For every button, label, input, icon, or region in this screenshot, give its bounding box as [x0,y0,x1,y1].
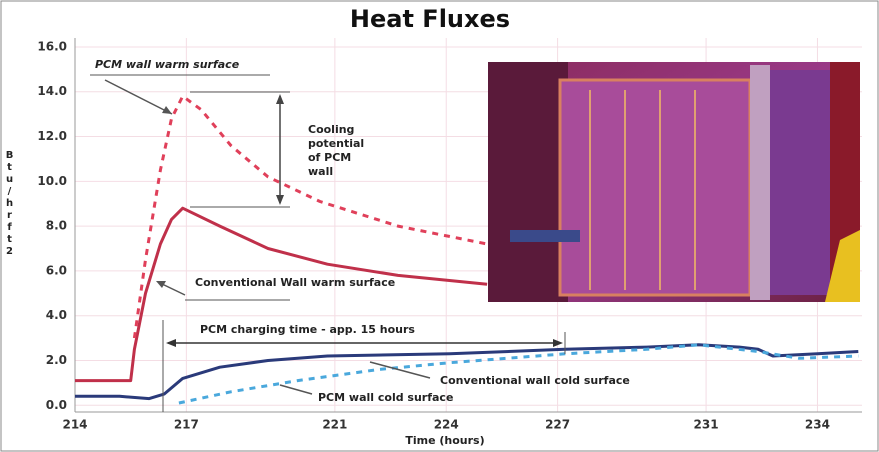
y-tick-label: 4.0 [46,308,67,322]
chart: Heat Fluxes Time (hours) 0.0 2.0 4.0 6.0 8.0… [0,0,879,452]
y-tick-label: 14.0 [37,84,67,98]
x-tick-label: 227 [545,418,570,432]
y-tick-label: 10.0 [37,174,67,188]
x-tick-label: 214 [62,418,87,432]
arrow-head [166,339,176,347]
annotation: wall [308,165,333,178]
x-tick-label: 217 [174,418,199,432]
y-tick-label: 6.0 [46,263,67,277]
leader [105,80,172,114]
y-tick-label: 0.0 [46,398,67,412]
annotation: Cooling [308,123,354,136]
annotation: PCM wall warm surface [95,58,240,71]
annotation: potential [308,137,364,150]
y-tick-label: 12.0 [37,129,67,143]
annotation: Conventional Wall warm surface [195,276,395,289]
arrow-head [276,94,284,104]
x-tick-label: 231 [694,418,719,432]
annotation: PCM charging time - app. 15 hours [200,323,415,336]
y-axis-label: Btu/hrft2 [4,150,15,258]
chart-title: Heat Fluxes [350,5,510,33]
series-line [75,345,858,399]
leader [280,385,312,394]
annotation: PCM wall cold surface [318,391,453,404]
x-axis-label: Time (hours) [405,434,484,447]
y-tick-label: 2.0 [46,353,67,367]
annotation: of PCM [308,151,351,164]
y-tick-label: 16.0 [37,39,67,53]
x-tick-label: 234 [805,418,830,432]
x-tick-label: 221 [322,418,347,432]
page: Heat Fluxes Time (hours) 0.0 2.0 4.0 6.0 8.0… [0,0,879,452]
x-tick-label: 224 [434,418,459,432]
photo [488,62,860,302]
annotation: Conventional wall cold surface [440,374,630,387]
arrow-head [276,195,284,205]
y-tick-label: 8.0 [46,219,67,233]
